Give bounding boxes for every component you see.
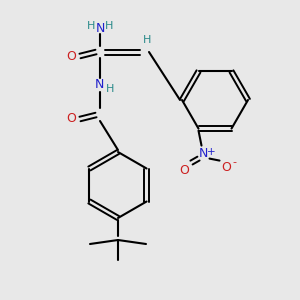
Text: N: N	[95, 22, 105, 34]
Text: O: O	[180, 164, 189, 177]
Text: H: H	[106, 84, 114, 94]
Text: O: O	[222, 161, 231, 174]
Text: O: O	[66, 50, 76, 62]
Text: N: N	[94, 79, 104, 92]
Text: H: H	[87, 21, 95, 31]
Text: N: N	[199, 147, 208, 160]
Text: H: H	[143, 35, 151, 45]
Text: H: H	[105, 21, 113, 31]
Text: O: O	[66, 112, 76, 125]
Text: +: +	[207, 147, 216, 157]
Text: -: -	[232, 158, 236, 168]
